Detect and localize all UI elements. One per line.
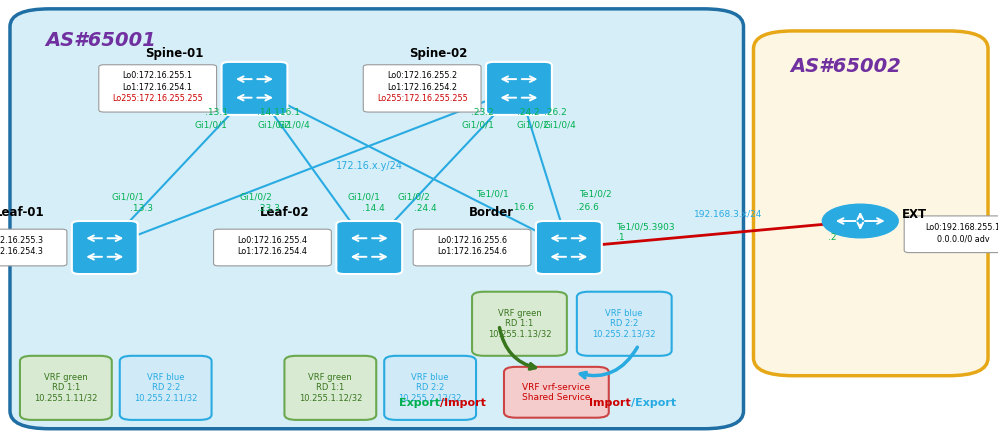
Text: 192.168.3.x/24: 192.168.3.x/24 xyxy=(695,210,762,219)
Text: .23.2: .23.2 xyxy=(471,108,494,117)
Text: Te1/0/5.3903: Te1/0/5.3903 xyxy=(616,222,675,231)
Text: .26.2: .26.2 xyxy=(544,108,567,117)
Text: .14.4: .14.4 xyxy=(362,204,385,213)
FancyBboxPatch shape xyxy=(536,221,602,274)
FancyBboxPatch shape xyxy=(0,229,67,266)
Text: .16.1: .16.1 xyxy=(277,108,300,117)
FancyBboxPatch shape xyxy=(10,9,744,429)
Text: Gi1/0/2: Gi1/0/2 xyxy=(240,192,272,201)
Text: Gi1/0/1: Gi1/0/1 xyxy=(347,192,380,201)
FancyBboxPatch shape xyxy=(384,356,476,420)
Circle shape xyxy=(822,204,898,238)
Text: Export: Export xyxy=(399,398,440,408)
Text: Lo0:192.168.255.1: Lo0:192.168.255.1 xyxy=(925,223,998,232)
Text: .24.2: .24.2 xyxy=(517,108,540,117)
Text: Border: Border xyxy=(469,206,514,219)
Text: .16.6: .16.6 xyxy=(511,203,534,212)
Text: Gi1/0/1: Gi1/0/1 xyxy=(112,192,145,201)
Text: Lo0:172.16.255.3: Lo0:172.16.255.3 xyxy=(0,236,43,245)
Text: Lo0:172.16.255.4: Lo0:172.16.255.4 xyxy=(238,236,307,245)
Text: Lo0:172.16.255.2: Lo0:172.16.255.2 xyxy=(387,71,457,80)
FancyBboxPatch shape xyxy=(472,292,567,356)
Text: Lo0:172.16.255.6: Lo0:172.16.255.6 xyxy=(437,236,507,245)
Text: Lo1:172.16.254.6: Lo1:172.16.254.6 xyxy=(437,248,507,256)
Text: Te1/0/2: Te1/0/2 xyxy=(579,190,612,199)
FancyBboxPatch shape xyxy=(486,62,552,115)
Text: Gi1/0/4: Gi1/0/4 xyxy=(544,120,577,129)
Text: 0.0.0.0/0 adv: 0.0.0.0/0 adv xyxy=(937,234,989,243)
Text: VRF green
RD 1:1
10.255.1.12/32: VRF green RD 1:1 10.255.1.12/32 xyxy=(298,373,362,403)
Text: EXT: EXT xyxy=(902,208,927,221)
Text: Leaf-01: Leaf-01 xyxy=(0,206,45,219)
Text: Gi1/0/4: Gi1/0/4 xyxy=(277,120,310,129)
Text: VRF blue
RD 2:2
10.255.2.12/32: VRF blue RD 2:2 10.255.2.12/32 xyxy=(398,373,462,403)
FancyBboxPatch shape xyxy=(753,31,988,376)
Text: Gi1/0/1: Gi1/0/1 xyxy=(195,120,228,129)
Text: AS#65002: AS#65002 xyxy=(790,57,901,76)
Text: VRF blue
RD 2:2
10.255.2.11/32: VRF blue RD 2:2 10.255.2.11/32 xyxy=(134,373,198,403)
Text: AS#65001: AS#65001 xyxy=(45,31,156,50)
FancyBboxPatch shape xyxy=(504,367,609,418)
FancyBboxPatch shape xyxy=(904,216,998,253)
Text: Lo255:172.16.255.255: Lo255:172.16.255.255 xyxy=(377,95,467,103)
Text: Gi1/0/1: Gi1/0/1 xyxy=(461,120,494,129)
Text: 172.16.x.y/24: 172.16.x.y/24 xyxy=(335,161,403,171)
Text: VRF vrf-service
Shared Service: VRF vrf-service Shared Service xyxy=(522,383,591,402)
Text: VRF green
RD 1:1
10.255.1.13/32: VRF green RD 1:1 10.255.1.13/32 xyxy=(488,309,551,339)
Text: Gi1/0/2: Gi1/0/2 xyxy=(397,192,430,201)
Text: Lo0:172.16.255.1: Lo0:172.16.255.1 xyxy=(123,71,193,80)
FancyBboxPatch shape xyxy=(284,356,376,420)
Text: Te1/0/1: Te1/0/1 xyxy=(476,190,509,199)
FancyBboxPatch shape xyxy=(20,356,112,420)
Text: Gi1/0/2: Gi1/0/2 xyxy=(517,120,550,129)
Text: .26.6: .26.6 xyxy=(576,203,599,212)
Text: .24.4: .24.4 xyxy=(414,204,437,213)
Text: .13.1: .13.1 xyxy=(205,108,228,117)
Text: .2: .2 xyxy=(827,233,836,242)
Text: .14.1: .14.1 xyxy=(257,108,280,117)
Text: Spine-01: Spine-01 xyxy=(145,47,203,60)
Text: Lo255:172.16.255.255: Lo255:172.16.255.255 xyxy=(113,95,203,103)
Text: Lo1:172.16.254.2: Lo1:172.16.254.2 xyxy=(387,83,457,92)
Text: Lo1:172.16.254.1: Lo1:172.16.254.1 xyxy=(123,83,193,92)
FancyBboxPatch shape xyxy=(336,221,402,274)
Text: VRF green
RD 1:1
10.255.1.11/32: VRF green RD 1:1 10.255.1.11/32 xyxy=(34,373,98,403)
FancyBboxPatch shape xyxy=(120,356,212,420)
FancyBboxPatch shape xyxy=(363,65,481,112)
Text: Leaf-02: Leaf-02 xyxy=(259,206,309,219)
FancyBboxPatch shape xyxy=(72,221,138,274)
FancyBboxPatch shape xyxy=(222,62,287,115)
FancyBboxPatch shape xyxy=(99,65,217,112)
Text: VRF blue
RD 2:2
10.255.2.13/32: VRF blue RD 2:2 10.255.2.13/32 xyxy=(593,309,656,339)
Text: .23.3: .23.3 xyxy=(257,204,280,213)
FancyBboxPatch shape xyxy=(577,292,672,356)
Text: /Import: /Import xyxy=(440,398,486,408)
Text: Lo1:172.16.254.4: Lo1:172.16.254.4 xyxy=(238,248,307,256)
Text: /Export: /Export xyxy=(631,398,676,408)
FancyBboxPatch shape xyxy=(214,229,331,266)
Text: Spine-02: Spine-02 xyxy=(409,47,467,60)
Text: .1: .1 xyxy=(616,233,625,242)
Text: .13.3: .13.3 xyxy=(130,204,153,213)
Text: Gi1/0/2: Gi1/0/2 xyxy=(257,120,290,129)
FancyBboxPatch shape xyxy=(413,229,531,266)
Text: Lo1:172.16.254.3: Lo1:172.16.254.3 xyxy=(0,248,43,256)
Text: Import: Import xyxy=(589,398,631,408)
